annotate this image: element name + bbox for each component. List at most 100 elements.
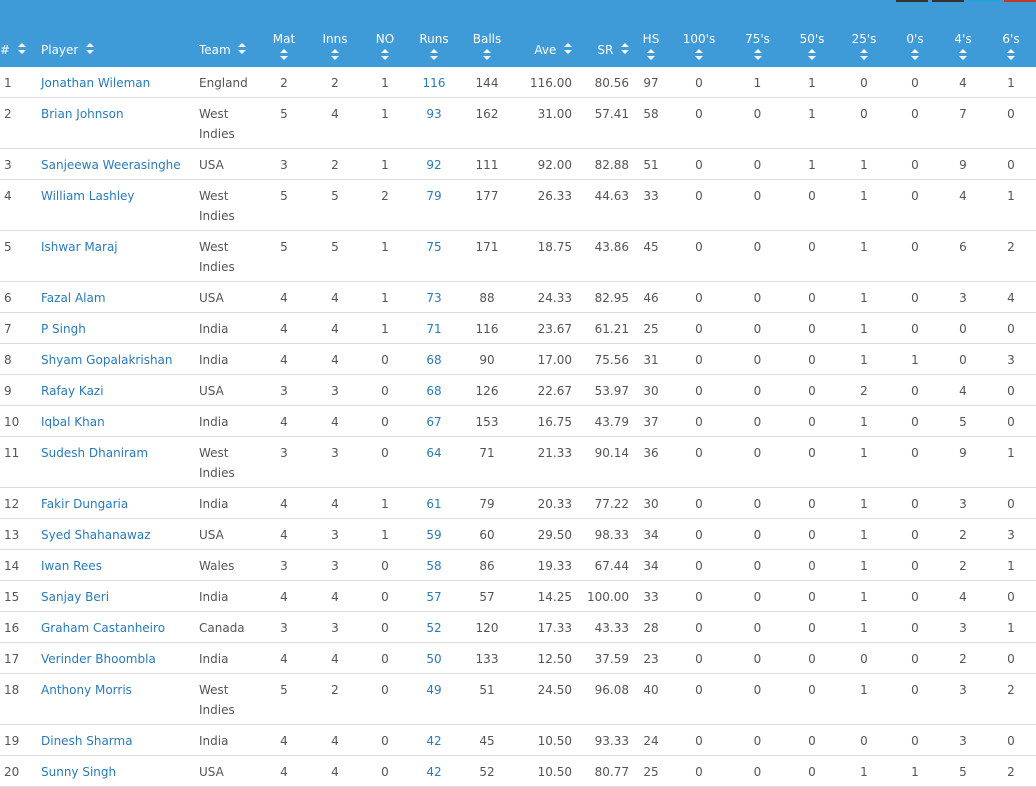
player-link[interactable]: Shyam Gopalakrishan — [41, 353, 173, 367]
runs-link[interactable]: 75 — [426, 240, 442, 254]
table-cell: 1 — [360, 148, 410, 180]
runs-link[interactable]: 73 — [426, 291, 442, 305]
player-link[interactable]: Ishwar Maraj — [41, 240, 118, 254]
table-cell: USA — [195, 755, 258, 787]
table-cell: 0 — [786, 642, 838, 674]
table-cell: 1 — [729, 67, 786, 98]
player-link[interactable]: Sunny Singh — [41, 765, 117, 779]
export-button[interactable] — [932, 0, 964, 2]
column-header[interactable]: HS — [633, 0, 669, 67]
column-header[interactable]: NO — [360, 0, 410, 67]
table-cell: 1 — [838, 549, 890, 581]
runs-link[interactable]: 42 — [426, 765, 442, 779]
player-link[interactable]: Graham Castanheiro — [41, 621, 166, 635]
column-header[interactable]: 75's — [729, 0, 786, 67]
player-link[interactable]: Sanjeewa Weerasinghe — [41, 158, 181, 172]
table-cell: 79 — [410, 179, 458, 231]
column-header[interactable]: Balls — [458, 0, 516, 67]
player-row: 1 Jonathan Wileman England 2 2 1 116 144 116.00 8… — [0, 67, 1036, 98]
player-link[interactable]: Iwan Rees — [41, 559, 102, 573]
column-header[interactable]: Mat — [258, 0, 310, 67]
player-link[interactable]: P Singh — [41, 322, 86, 336]
table-cell: 0 — [890, 405, 940, 437]
table-cell: P Singh — [37, 312, 195, 344]
header-label: Mat — [272, 32, 296, 46]
column-header[interactable]: 100's — [669, 0, 729, 67]
table-cell: 2 — [360, 179, 410, 231]
player-link[interactable]: Rafay Kazi — [41, 384, 104, 398]
column-header[interactable]: Team — [195, 0, 258, 67]
header-label: 100's — [682, 32, 716, 46]
player-link[interactable]: Iqbal Khan — [41, 415, 105, 429]
export-button[interactable] — [1004, 0, 1036, 2]
runs-link[interactable]: 64 — [426, 446, 442, 460]
player-link[interactable]: Sudesh Dhaniram — [41, 446, 149, 460]
sort-icon — [959, 49, 967, 60]
column-header[interactable]: 25's — [838, 0, 890, 67]
table-cell: 0 — [786, 673, 838, 725]
runs-link[interactable]: 61 — [426, 497, 442, 511]
column-header[interactable]: Inns — [310, 0, 360, 67]
table-cell: 92 — [410, 148, 458, 180]
table-cell: 45 — [458, 724, 516, 756]
table-cell: 2 — [310, 148, 360, 180]
table-cell: 2 — [310, 67, 360, 98]
column-header[interactable]: # — [0, 0, 37, 67]
table-cell: 59 — [410, 518, 458, 550]
table-cell: 0 — [360, 436, 410, 488]
column-header[interactable]: 0's — [890, 0, 940, 67]
runs-link[interactable]: 71 — [426, 322, 442, 336]
table-cell: 58 — [410, 549, 458, 581]
runs-link[interactable]: 68 — [426, 384, 442, 398]
player-link[interactable]: Brian Johnson — [41, 107, 124, 121]
runs-link[interactable]: 79 — [426, 189, 442, 203]
runs-link[interactable]: 59 — [426, 528, 442, 542]
export-button[interactable] — [968, 0, 1000, 2]
table-cell: 0 — [786, 611, 838, 643]
runs-link[interactable]: 68 — [426, 353, 442, 367]
table-cell: 120 — [458, 611, 516, 643]
runs-link[interactable]: 67 — [426, 415, 442, 429]
player-row: 20 Sunny Singh USA 4 4 0 42 52 10.50 80.77 25 0 0 0 1 1… — [0, 755, 1036, 787]
runs-link[interactable]: 93 — [426, 107, 442, 121]
sort-icon — [564, 43, 572, 54]
table-cell: 126 — [458, 374, 516, 406]
player-link[interactable]: Verinder Bhoombla — [41, 652, 156, 666]
table-cell: 0 — [729, 405, 786, 437]
runs-link[interactable]: 49 — [426, 683, 442, 697]
table-cell: 0 — [729, 487, 786, 519]
table-cell: 111 — [458, 148, 516, 180]
player-link[interactable]: Jonathan Wileman — [41, 76, 151, 90]
player-link[interactable]: Anthony Morris — [41, 683, 132, 697]
column-header[interactable]: SR — [576, 0, 633, 67]
table-cell: 31 — [633, 343, 669, 375]
runs-link[interactable]: 116 — [422, 76, 446, 90]
sort-icon — [238, 43, 247, 54]
header-label: Inns — [322, 32, 348, 46]
player-link[interactable]: Syed Shahanawaz — [41, 528, 151, 542]
runs-link[interactable]: 92 — [426, 158, 442, 172]
column-header[interactable]: 50's — [786, 0, 838, 67]
player-link[interactable]: Sanjay Beri — [41, 590, 110, 604]
column-header[interactable]: Runs — [410, 0, 458, 67]
table-cell: 4 — [258, 755, 310, 787]
player-link[interactable]: Fakir Dungaria — [41, 497, 129, 511]
export-button[interactable] — [896, 0, 928, 2]
column-header[interactable]: Player — [37, 0, 195, 67]
table-cell: 0 — [669, 374, 729, 406]
table-cell: 0 — [360, 611, 410, 643]
column-header[interactable]: 4's — [940, 0, 986, 67]
player-link[interactable]: William Lashley — [41, 189, 135, 203]
player-link[interactable]: Fazal Alam — [41, 291, 106, 305]
runs-link[interactable]: 52 — [426, 621, 442, 635]
runs-link[interactable]: 50 — [426, 652, 442, 666]
player-row: 17 Verinder Bhoombla India 4 4 0 50 133 12.50 37.… — [0, 642, 1036, 674]
runs-link[interactable]: 42 — [426, 734, 442, 748]
column-header[interactable]: Ave — [516, 0, 576, 67]
table-cell: 0 — [729, 281, 786, 313]
player-link[interactable]: Dinesh Sharma — [41, 734, 133, 748]
runs-link[interactable]: 58 — [426, 559, 442, 573]
column-header[interactable]: 6's — [986, 0, 1036, 67]
runs-link[interactable]: 57 — [426, 590, 442, 604]
table-cell: 61 — [410, 487, 458, 519]
